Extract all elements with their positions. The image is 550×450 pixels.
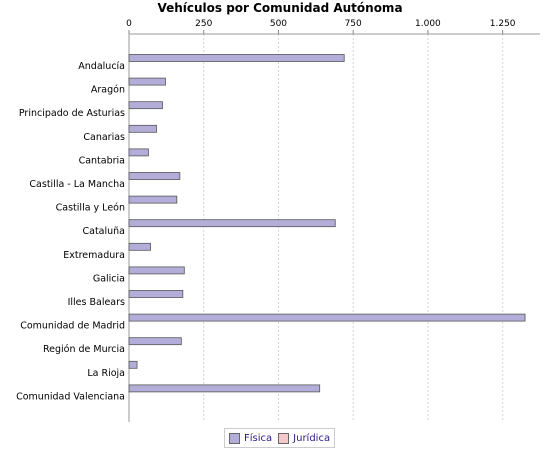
- bar-fisica: [128, 101, 163, 110]
- category-label: Cantabria: [79, 155, 125, 166]
- bar-fisica: [128, 290, 184, 298]
- category-label: Principado de Asturias: [19, 108, 125, 119]
- bar-fisica: [128, 77, 166, 86]
- tick-label: 250: [195, 19, 212, 29]
- legend-item-juridica: Jurídica: [278, 432, 331, 444]
- category-label: Extremadura: [63, 250, 125, 261]
- bar-fisica: [128, 124, 157, 133]
- category-label: Castilla - La Mancha: [29, 179, 125, 190]
- category-label: Comunidad Valenciana: [16, 391, 125, 402]
- tick-label: 1.000: [415, 19, 441, 29]
- legend-swatch-fisica: [229, 432, 240, 444]
- bar-fisica: [128, 195, 178, 204]
- tick-label: 500: [270, 19, 287, 29]
- category-label: Aragón: [91, 85, 125, 96]
- category-label: Castilla y León: [56, 203, 125, 214]
- bar-fisica: [128, 313, 526, 322]
- category-label: Cataluña: [82, 226, 125, 237]
- bar-fisica: [128, 219, 336, 228]
- tick-label: 750: [345, 19, 362, 29]
- chart-title: Vehículos por Comunidad Autónoma: [157, 1, 402, 15]
- legend-label-fisica: Física: [244, 432, 273, 444]
- category-label: La Rioja: [87, 368, 125, 379]
- bar-fisica: [128, 337, 182, 346]
- legend-swatch-juridica: [278, 432, 290, 444]
- axes: [128, 30, 540, 422]
- bar-fisica: [128, 54, 345, 62]
- tick-label: 0: [126, 19, 132, 29]
- grid-lines: [203, 34, 504, 422]
- legend-item-fisica: Física: [229, 432, 273, 444]
- category-labels: Andalucía Aragón Principado de Asturias Can…: [16, 61, 125, 402]
- category-label: Comunidad de Madrid: [20, 321, 125, 332]
- tick-label: 1.250: [490, 19, 516, 29]
- legend-label-juridica: Jurídica: [293, 432, 331, 444]
- category-label: Galicia: [93, 273, 125, 284]
- tick-labels: 0 250 500 750 1.000 1.250: [126, 19, 516, 29]
- bar-fisica: [128, 266, 185, 275]
- bar-fisica: [128, 172, 181, 180]
- bar-fisica: [128, 148, 149, 157]
- bar-fisica: [128, 384, 321, 393]
- bar-fisica: [128, 360, 138, 369]
- category-label: Región de Murcia: [43, 344, 125, 355]
- category-label: Canarias: [83, 132, 125, 143]
- legend: Física Jurídica: [224, 428, 336, 448]
- category-label: Illes Balears: [68, 297, 125, 308]
- bar-fisica: [128, 242, 151, 251]
- bars: [128, 54, 526, 393]
- category-label: Andalucía: [78, 61, 125, 72]
